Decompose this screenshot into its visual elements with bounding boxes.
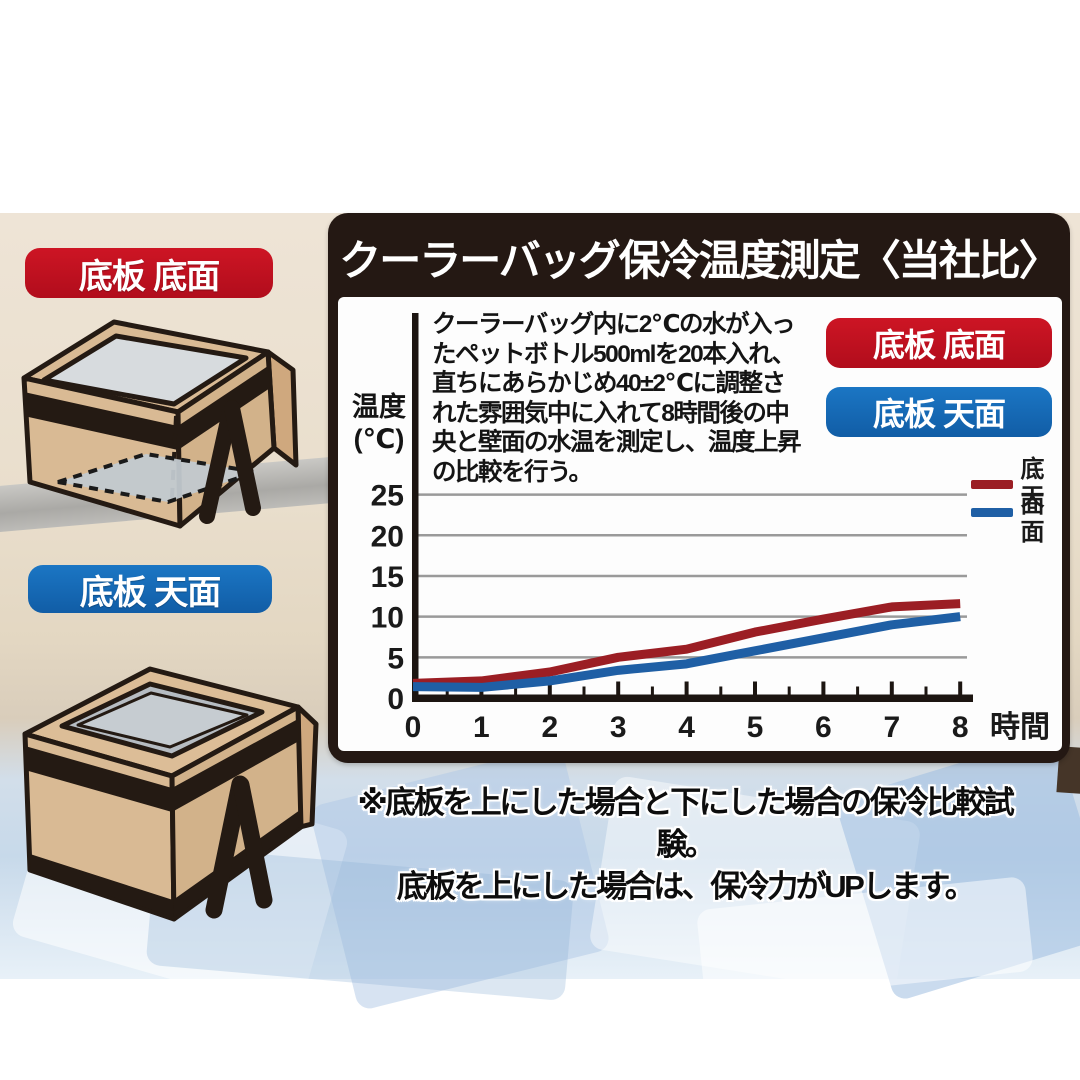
svg-text:5: 5 xyxy=(387,642,404,675)
svg-text:8: 8 xyxy=(952,711,969,744)
y-axis-label: 温度 (℃) xyxy=(352,392,406,454)
open-cooler-box-illustration xyxy=(21,319,299,529)
svg-text:15: 15 xyxy=(371,561,404,594)
legend-label: 底面 xyxy=(1020,456,1045,518)
temperature-line-chart: 0 5 10 15 20 25 0 1 2 3 4 5 6 7 8 時間 xyxy=(371,313,1050,744)
svg-text:20: 20 xyxy=(371,520,404,553)
legend-swatch-blue xyxy=(971,507,1013,517)
legend-label: 天面 xyxy=(1020,484,1045,546)
legend-swatch-red xyxy=(971,479,1013,489)
chart-card: 0 5 10 15 20 25 0 1 2 3 4 5 6 7 8 時間 クーラーバッグ内に2℃の水が入っ た… xyxy=(338,297,1062,751)
test-method-description: クーラーバッグ内に2℃の水が入っ たペットボトル500mlを20本入れ、 直ちに… xyxy=(432,310,902,487)
svg-text:0: 0 xyxy=(387,683,404,716)
svg-text:6: 6 xyxy=(815,711,832,744)
svg-text:時間: 時間 xyxy=(990,711,1050,744)
svg-text:4: 4 xyxy=(678,711,695,744)
svg-text:7: 7 xyxy=(883,711,900,744)
legend-row-top-surface: 天面 xyxy=(971,477,1062,547)
svg-text:0: 0 xyxy=(405,711,422,744)
badge-board-top: 底板 天面 xyxy=(28,565,272,613)
footnote-caption: ※底板を上にした場合と下にした場合の保冷比較試験。 底板を上にした場合は、保冷力… xyxy=(357,785,1015,904)
svg-text:10: 10 xyxy=(371,602,404,635)
svg-text:25: 25 xyxy=(371,480,404,513)
panel-title: クーラーバッグ保冷温度測定〈当社比〉 xyxy=(339,237,1061,284)
svg-text:2: 2 xyxy=(541,711,558,744)
svg-text:5: 5 xyxy=(747,711,764,744)
closed-cooler-box-illustration xyxy=(22,666,319,922)
svg-text:3: 3 xyxy=(610,711,627,744)
svg-text:1: 1 xyxy=(473,711,490,744)
legend-badge-board-bottom: 底板 底面 xyxy=(826,318,1052,368)
legend-row-bottom-surface: 底面 xyxy=(971,449,1062,519)
legend-badge-board-top: 底板 天面 xyxy=(826,387,1052,437)
measurement-panel: クーラーバッグ保冷温度測定〈当社比〉 0 5 10 15 20 25 0 1 2 3 4 5 6 7 8 時間… xyxy=(328,213,1070,763)
badge-board-bottom: 底板 底面 xyxy=(25,248,273,298)
